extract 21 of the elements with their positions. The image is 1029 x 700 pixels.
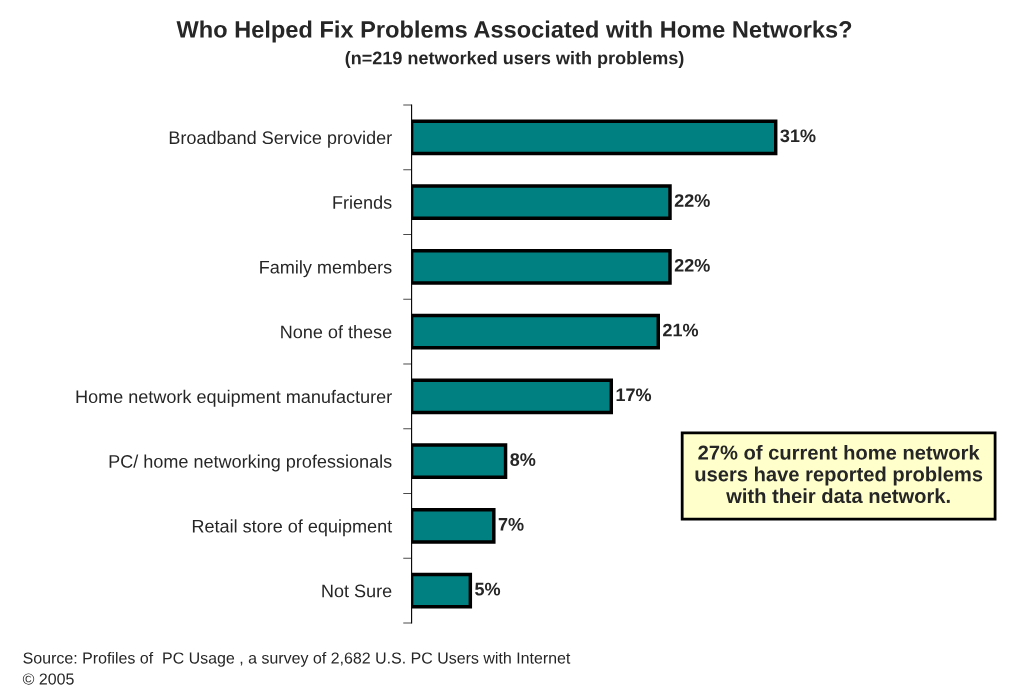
y-tick-label: Family members [260, 260, 392, 278]
data-label: 22% [674, 258, 710, 272]
data-label: 7% [498, 517, 524, 531]
data-label: 31% [780, 129, 816, 143]
data-label: 22% [674, 194, 710, 207]
y-tick-label: Broadband Service provider [169, 130, 392, 148]
chart-subtitle: (n=219 networked users with problems) [345, 51, 684, 68]
y-tick-label: Retail store of equipment [192, 519, 393, 537]
annotation: 27% of current home network users have reported problems with their data network. [695, 444, 983, 504]
y-tick-label: Home network equipment manufacturer [76, 389, 392, 407]
data-label: 8% [510, 453, 536, 466]
data-label: 17% [616, 388, 652, 402]
source-note: Source: Profiles of PC Usage , a survey of 2,682 U.S. PC Users with Internet [23, 651, 571, 667]
y-tick-label: None of these [281, 325, 392, 339]
text: © 2005 [22, 673, 74, 685]
y-tick-label: Not Sure [322, 584, 392, 598]
data-label: 5% [475, 582, 501, 596]
y-tick-label: Friends [333, 195, 392, 209]
data-label: 21% [663, 323, 699, 337]
y-tick-label: PC/ home networking professionals [109, 454, 392, 472]
chart-title: Who Helped Fix Problems Associated with Home Networks? [176, 20, 852, 43]
